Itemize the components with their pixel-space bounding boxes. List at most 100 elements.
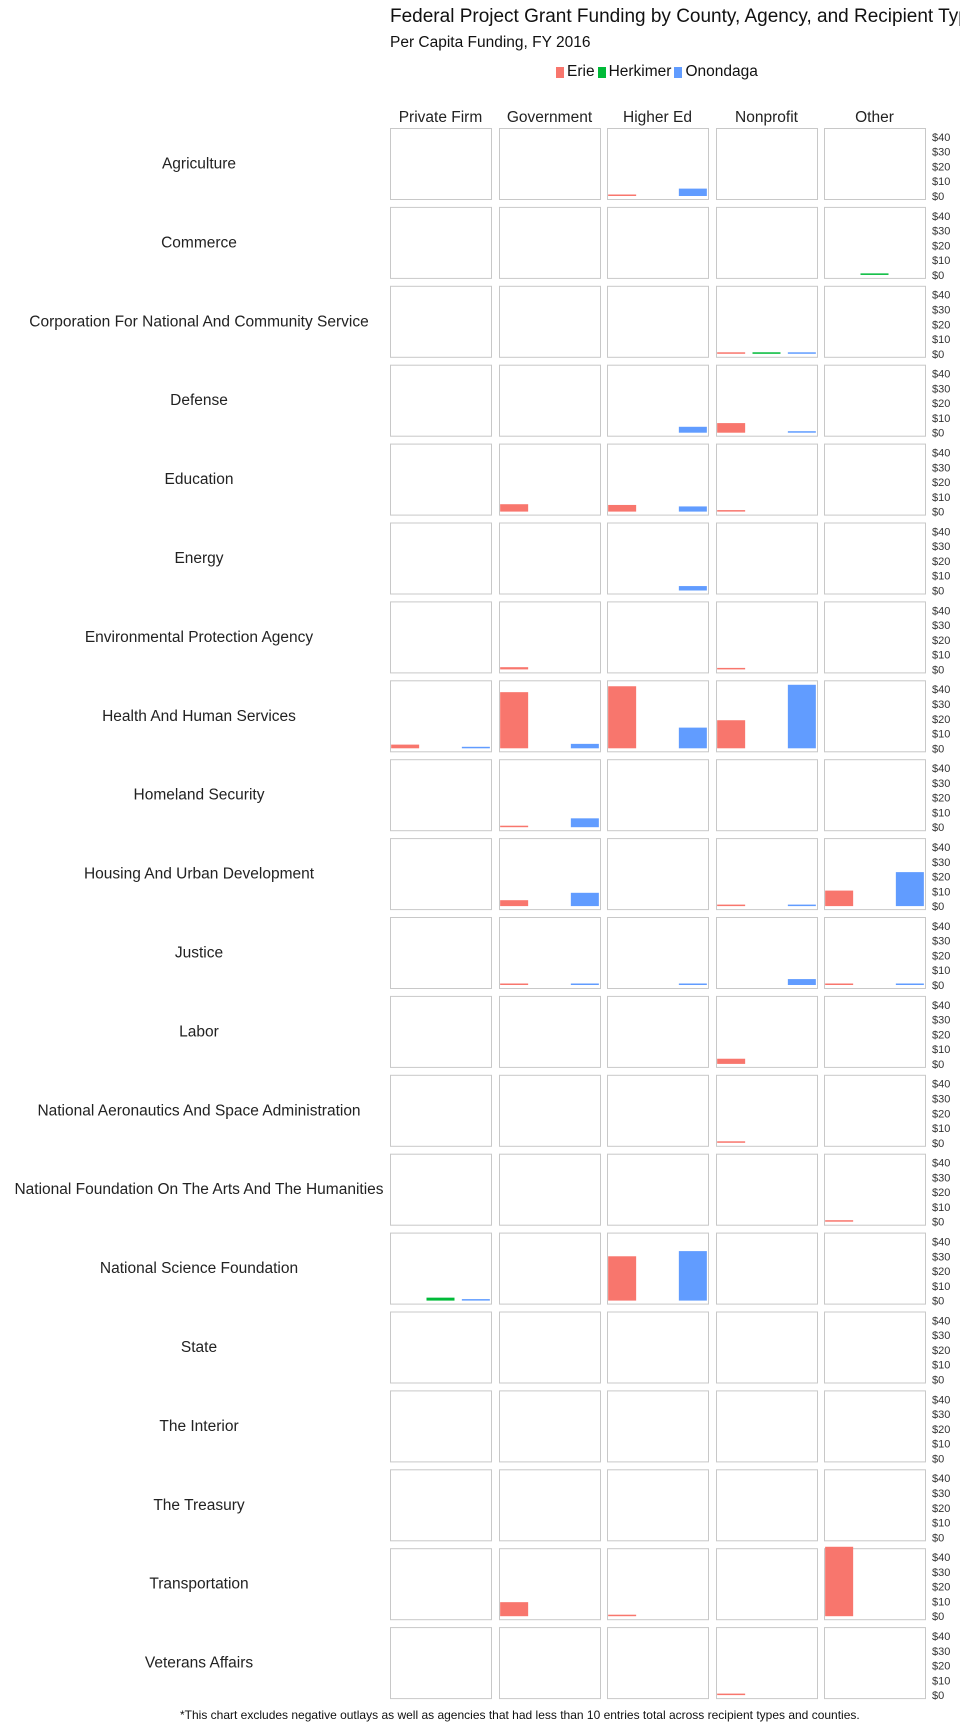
- bar-corporation-for-national-and-community-service-nonprofit-erie: [717, 352, 746, 354]
- panel-justice-government: [499, 917, 601, 989]
- y-tick-label-the-treasury-40: $40: [932, 1473, 950, 1485]
- y-tick-label-veterans-affairs-10: $10: [932, 1675, 950, 1687]
- y-tick-label-transportation-40: $40: [932, 1552, 950, 1564]
- panel-national-foundation-on-the-arts-and-the-humanities-nonprofit: [716, 1153, 818, 1226]
- panel-the-treasury-nonprofit: [716, 1469, 818, 1542]
- panel-corporation-for-national-and-community-service-higher-ed: [607, 285, 709, 358]
- y-tick-label-commerce-40: $40: [932, 211, 950, 223]
- footnote: *This chart excludes negative outlays as…: [180, 1708, 860, 1722]
- bar-justice-government-onondaga: [570, 983, 599, 985]
- bar-agriculture-higher-ed-erie: [608, 194, 637, 196]
- panel-veterans-affairs-other: [824, 1627, 926, 1700]
- row-label-the-treasury: The Treasury: [153, 1497, 245, 1514]
- panel-defense-government: [499, 364, 601, 437]
- panel-homeland-security-other: [824, 759, 926, 832]
- legend-item-onondaga: Onondaga: [674, 63, 758, 81]
- panel-energy-government: [499, 522, 601, 595]
- row-label-environmental-protection-agency: Environmental Protection Agency: [85, 629, 314, 646]
- panel-the-treasury-government: [499, 1469, 601, 1542]
- bar-justice-other-onondaga: [895, 983, 924, 985]
- y-tick-label-national-aeronautics-and-space-administration-40: $40: [932, 1079, 950, 1091]
- legend-item-erie: Erie: [556, 63, 595, 81]
- y-tick-label-education-20: $20: [932, 477, 950, 489]
- y-tick-label-national-foundation-on-the-arts-and-the-humanities-10: $10: [932, 1202, 950, 1214]
- bar-transportation-government-erie: [500, 1602, 529, 1617]
- row-label-labor: Labor: [179, 1023, 219, 1040]
- y-tick-label-state-40: $40: [932, 1315, 950, 1327]
- y-tick-label-energy-10: $10: [932, 571, 950, 583]
- y-tick-label-housing-and-urban-development-40: $40: [932, 842, 950, 854]
- legend-label-onondaga: Onondaga: [685, 63, 758, 80]
- y-tick-label-labor-0: $0: [932, 1059, 944, 1071]
- y-tick-label-national-science-foundation-30: $30: [932, 1251, 950, 1263]
- bar-health-and-human-services-nonprofit-onondaga: [787, 684, 816, 749]
- legend-label-erie: Erie: [567, 63, 595, 80]
- bar-health-and-human-services-higher-ed-onondaga: [678, 727, 707, 749]
- bar-health-and-human-services-nonprofit-erie: [717, 720, 746, 749]
- y-tick-label-homeland-security-10: $10: [932, 807, 950, 819]
- row-label-corporation-for-national-and-community-service: Corporation For National And Community S…: [29, 313, 368, 330]
- y-tick-label-justice-10: $10: [932, 965, 950, 977]
- bar-national-science-foundation-higher-ed-erie: [608, 1256, 637, 1301]
- panel-the-interior-other: [824, 1390, 926, 1463]
- panel-education-higher-ed: [607, 443, 709, 516]
- panel-state-government: [499, 1311, 601, 1384]
- y-tick-label-corporation-for-national-and-community-service-0: $0: [932, 349, 944, 361]
- panel-national-aeronautics-and-space-administration-government: [499, 1074, 601, 1147]
- panel-housing-and-urban-development-higher-ed: [607, 838, 709, 911]
- column-header-higher-ed: Higher Ed: [623, 109, 692, 126]
- bar-justice-higher-ed-onondaga: [678, 983, 707, 985]
- bar-national-science-foundation-higher-ed-onondaga: [678, 1251, 707, 1301]
- panel-national-aeronautics-and-space-administration-higher-ed: [607, 1074, 709, 1147]
- legend-key-onondaga: [674, 66, 683, 78]
- panel-labor-government: [499, 995, 601, 1068]
- bar-national-aeronautics-and-space-administration-nonprofit-erie: [717, 1141, 746, 1143]
- panel-national-aeronautics-and-space-administration-private-firm: [390, 1074, 492, 1147]
- panel-labor-higher-ed: [607, 995, 709, 1068]
- panel-agriculture-nonprofit: [716, 128, 818, 200]
- panel-transportation-private-firm: [390, 1548, 492, 1621]
- y-tick-label-commerce-0: $0: [932, 270, 944, 282]
- y-tick-label-environmental-protection-agency-20: $20: [932, 635, 950, 647]
- panel-the-interior-nonprofit: [716, 1390, 818, 1463]
- y-tick-label-agriculture-30: $30: [932, 147, 950, 159]
- bar-corporation-for-national-and-community-service-nonprofit-herkimer: [752, 352, 781, 354]
- panel-defense-other: [824, 364, 926, 437]
- y-tick-label-national-aeronautics-and-space-administration-0: $0: [932, 1138, 944, 1150]
- panel-the-treasury-other: [824, 1469, 926, 1542]
- bar-labor-nonprofit-erie: [717, 1058, 746, 1064]
- column-header-government: Government: [507, 109, 593, 126]
- y-tick-label-defense-20: $20: [932, 398, 950, 410]
- y-tick-label-defense-0: $0: [932, 428, 944, 440]
- y-tick-label-environmental-protection-agency-0: $0: [932, 664, 944, 676]
- panel-the-interior-higher-ed: [607, 1390, 709, 1463]
- y-tick-label-commerce-20: $20: [932, 240, 950, 252]
- panel-national-foundation-on-the-arts-and-the-humanities-government: [499, 1153, 601, 1226]
- y-tick-label-education-30: $30: [932, 462, 950, 474]
- panel-national-foundation-on-the-arts-and-the-humanities-private-firm: [390, 1153, 492, 1226]
- y-tick-label-education-10: $10: [932, 492, 950, 504]
- y-tick-label-health-and-human-services-40: $40: [932, 684, 950, 696]
- panel-agriculture-higher-ed: [607, 128, 709, 200]
- panel-corporation-for-national-and-community-service-other: [824, 285, 926, 358]
- panel-commerce-nonprofit: [716, 206, 818, 279]
- y-tick-label-national-aeronautics-and-space-administration-10: $10: [932, 1123, 950, 1135]
- y-tick-label-the-treasury-0: $0: [932, 1532, 944, 1544]
- y-tick-label-the-interior-10: $10: [932, 1439, 950, 1451]
- row-label-the-interior: The Interior: [159, 1418, 238, 1435]
- bar-veterans-affairs-nonprofit-erie: [717, 1693, 746, 1696]
- panel-agriculture-private-firm: [390, 128, 492, 200]
- panel-national-science-foundation-government: [499, 1232, 601, 1305]
- y-tick-label-the-interior-0: $0: [932, 1453, 944, 1465]
- y-tick-label-agriculture-10: $10: [932, 176, 950, 188]
- panel-state-higher-ed: [607, 1311, 709, 1384]
- panel-energy-nonprofit: [716, 522, 818, 595]
- panel-commerce-other: [824, 206, 926, 279]
- panel-national-aeronautics-and-space-administration-other: [824, 1074, 926, 1147]
- y-tick-label-labor-30: $30: [932, 1015, 950, 1027]
- y-tick-label-defense-40: $40: [932, 369, 950, 381]
- panel-the-treasury-private-firm: [390, 1469, 492, 1542]
- bar-defense-nonprofit-erie: [717, 423, 746, 433]
- bar-housing-and-urban-development-nonprofit-erie: [717, 904, 746, 907]
- panel-health-and-human-services-other: [824, 680, 926, 753]
